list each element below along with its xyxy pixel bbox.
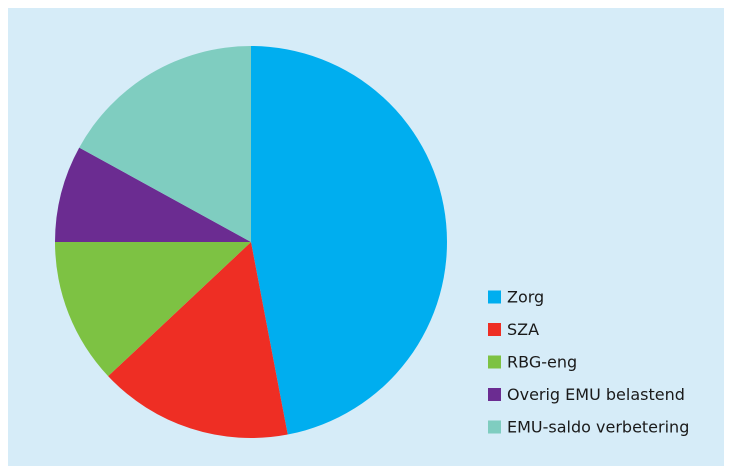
legend-label: Overig EMU belastend (507, 385, 685, 404)
pie-slice (79, 46, 251, 242)
pie-slice (55, 242, 251, 377)
legend-swatch (488, 355, 501, 369)
pie-slice (55, 147, 251, 242)
legend-label: Zorg (507, 288, 544, 307)
pie-slice (108, 242, 288, 438)
legend-swatch (488, 420, 501, 434)
legend-swatch (488, 388, 501, 401)
pie-slice (251, 46, 447, 435)
legend-swatch (488, 323, 501, 336)
legend-label: SZA (507, 320, 539, 339)
legend-swatch (488, 290, 501, 304)
legend-label: EMU-saldo verbetering (507, 418, 689, 437)
legend-label: RBG-eng (507, 353, 577, 372)
